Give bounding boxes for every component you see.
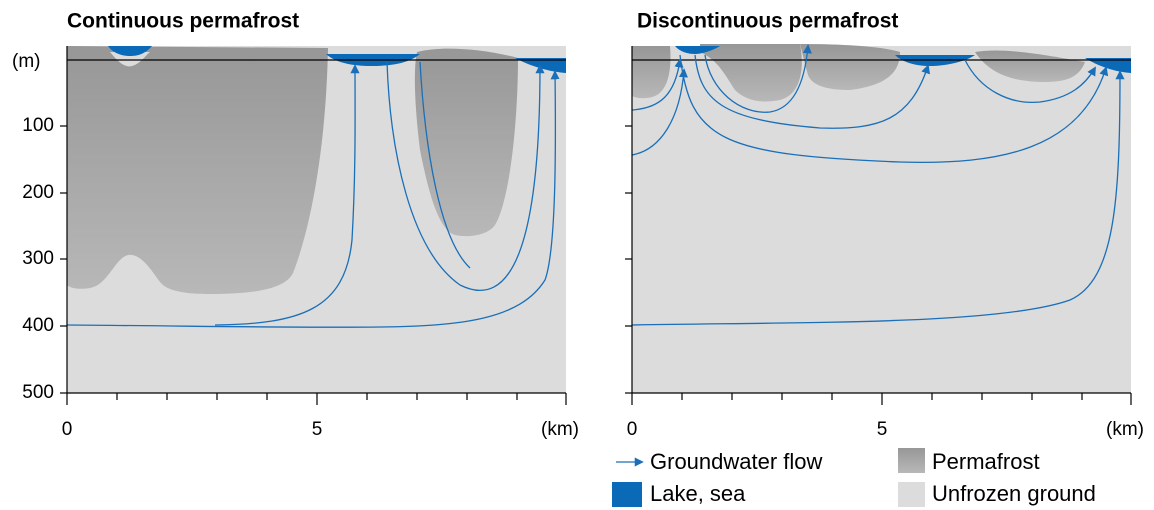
panel-title: Continuous permafrost bbox=[67, 10, 299, 33]
panel-right: 0 5 (km) bbox=[625, 44, 1144, 440]
panel-left: (m) 100 200 300 400 500 0 5 (km) bbox=[12, 46, 579, 440]
legend-label: Lake, sea bbox=[650, 481, 746, 506]
y-label: 400 bbox=[22, 315, 54, 336]
x-unit: (km) bbox=[1106, 419, 1144, 440]
panel-title: Discontinuous permafrost bbox=[637, 10, 898, 33]
legend-label: Groundwater flow bbox=[650, 449, 823, 474]
x-label: 0 bbox=[627, 419, 638, 440]
y-unit: (m) bbox=[12, 51, 40, 72]
x-unit: (km) bbox=[541, 419, 579, 440]
legend-label: Unfrozen ground bbox=[932, 481, 1096, 506]
y-label: 200 bbox=[22, 182, 54, 203]
x-label: 5 bbox=[312, 419, 323, 440]
legend-label: Permafrost bbox=[932, 449, 1040, 474]
legend: Groundwater flow Lake, sea Permafrost Un… bbox=[612, 448, 1096, 507]
y-label: 100 bbox=[22, 115, 54, 136]
x-label: 5 bbox=[877, 419, 888, 440]
y-label: 500 bbox=[22, 382, 54, 403]
y-label: 300 bbox=[22, 248, 54, 269]
x-label: 0 bbox=[62, 419, 73, 440]
